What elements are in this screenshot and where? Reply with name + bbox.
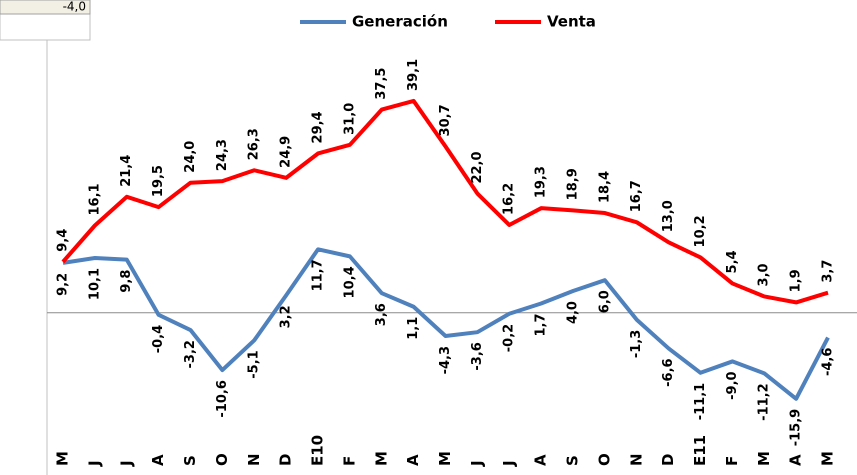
data-label: 1,9 xyxy=(789,269,804,292)
data-label: 16,2 xyxy=(502,183,517,215)
data-label: 37,5 xyxy=(374,68,389,100)
data-label: -5,1 xyxy=(247,350,262,378)
data-label: 30,7 xyxy=(438,104,453,136)
data-label: 10,1 xyxy=(87,268,102,300)
data-label: 9,8 xyxy=(119,270,134,293)
data-label: 19,5 xyxy=(151,165,166,197)
data-label: 6,0 xyxy=(597,290,612,313)
x-tick-label: M xyxy=(755,451,773,466)
data-label: -3,2 xyxy=(183,340,198,368)
x-tick-label: A xyxy=(787,454,805,466)
x-tick-label: F xyxy=(340,456,358,466)
x-tick-label: M xyxy=(54,451,72,466)
legend-label: Generación xyxy=(352,13,448,31)
cell[interactable] xyxy=(0,0,91,15)
data-label: 10,2 xyxy=(693,215,708,247)
data-label: 16,7 xyxy=(629,180,644,212)
data-label: 9,2 xyxy=(56,273,71,296)
data-label: 29,4 xyxy=(311,111,326,143)
data-label: 24,0 xyxy=(183,141,198,173)
x-tick-label: M xyxy=(372,451,390,466)
data-label: 21,4 xyxy=(119,155,134,187)
series-line xyxy=(62,247,830,401)
data-label: -1,3 xyxy=(629,330,644,358)
data-label: -9,0 xyxy=(725,371,740,399)
data-label: 3,7 xyxy=(821,260,836,283)
data-label: -11,1 xyxy=(693,383,708,420)
data-label: 13,0 xyxy=(661,200,676,232)
x-tick-label: J xyxy=(468,460,486,467)
data-label: -11,2 xyxy=(757,383,772,420)
x-tick-label: F xyxy=(723,456,741,466)
data-label: 3,2 xyxy=(279,305,294,328)
x-tick-label: J xyxy=(85,460,103,467)
x-tick-label: D xyxy=(277,454,295,466)
data-label: -0,4 xyxy=(151,325,166,353)
x-tick-label: M xyxy=(436,451,454,466)
data-label: 26,3 xyxy=(247,128,262,160)
data-label: -6,6 xyxy=(661,358,676,386)
data-label: 3,6 xyxy=(374,303,389,326)
data-label: -4,3 xyxy=(438,346,453,374)
data-label: 24,3 xyxy=(215,139,230,171)
data-label: 1,1 xyxy=(406,317,421,340)
cell-value: -4,0 xyxy=(63,0,86,14)
data-label: 24,9 xyxy=(279,136,294,168)
data-label: 18,9 xyxy=(566,168,581,200)
data-label: 4,0 xyxy=(566,301,581,324)
data-label: -15,9 xyxy=(789,409,804,446)
data-label: 11,7 xyxy=(311,259,326,291)
data-label: -0,2 xyxy=(502,324,517,352)
data-label: 10,4 xyxy=(342,266,357,298)
data-label: 1,7 xyxy=(534,313,549,336)
data-label: -4,6 xyxy=(821,348,836,376)
x-tick-label: M xyxy=(819,451,837,466)
x-tick-label: A xyxy=(149,454,167,466)
data-label: 18,4 xyxy=(597,171,612,203)
x-tick-label: E10 xyxy=(309,435,327,466)
data-label: 16,1 xyxy=(87,183,102,215)
x-tick-label: N xyxy=(627,453,645,466)
data-label: 31,0 xyxy=(342,103,357,135)
legend-label: Venta xyxy=(547,13,596,31)
x-tick-label: O xyxy=(595,453,613,466)
x-tick-label: A xyxy=(532,454,550,466)
x-tick-label: D xyxy=(659,454,677,466)
x-tick-label: A xyxy=(404,454,422,466)
x-tick-label: N xyxy=(245,453,263,466)
data-label: 19,3 xyxy=(534,166,549,198)
x-tick-label: E11 xyxy=(691,435,709,466)
x-tick-label: S xyxy=(564,455,582,466)
data-label: 5,4 xyxy=(725,250,740,273)
x-tick-label: J xyxy=(500,460,518,467)
data-label: 39,1 xyxy=(406,59,421,91)
data-label: -3,6 xyxy=(470,342,485,370)
data-label: 3,0 xyxy=(757,263,772,286)
data-label: -10,6 xyxy=(215,380,230,417)
x-tick-label: S xyxy=(181,455,199,466)
x-tick-label: O xyxy=(213,453,231,466)
data-label: 9,4 xyxy=(56,229,71,252)
x-tick-label: J xyxy=(117,460,135,467)
data-label: 22,0 xyxy=(470,151,485,183)
series-line xyxy=(61,98,829,305)
